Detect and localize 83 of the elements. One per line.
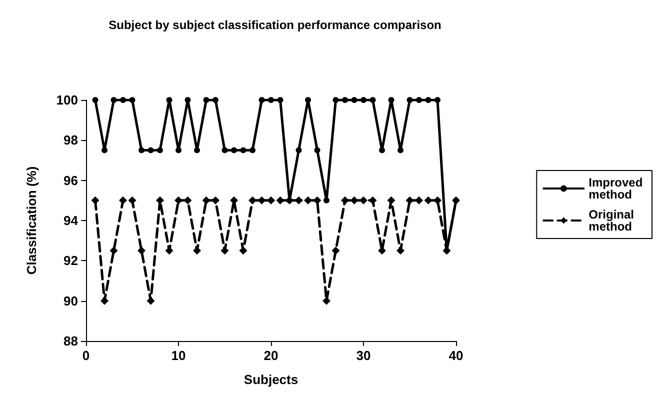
point xyxy=(156,196,164,204)
point xyxy=(203,97,210,103)
point xyxy=(415,196,423,204)
point xyxy=(341,196,349,204)
point xyxy=(157,147,163,154)
point xyxy=(240,147,246,154)
point xyxy=(388,97,394,103)
y-tick-label: 92 xyxy=(64,253,78,268)
y-tick-label: 98 xyxy=(64,132,78,148)
point xyxy=(276,196,284,204)
point xyxy=(184,196,192,204)
point xyxy=(324,197,330,204)
point xyxy=(258,196,266,204)
point xyxy=(387,196,396,204)
point xyxy=(332,97,339,103)
point xyxy=(332,246,340,255)
y-tick-label: 88 xyxy=(64,334,78,348)
point xyxy=(176,147,182,154)
point xyxy=(342,97,348,103)
y-tick-label: 94 xyxy=(64,213,79,228)
x-tick-label: 10 xyxy=(171,348,186,363)
point xyxy=(268,97,274,103)
point xyxy=(406,97,413,103)
point xyxy=(296,147,302,154)
point xyxy=(267,196,275,204)
point xyxy=(379,147,385,154)
point xyxy=(277,97,284,103)
point xyxy=(202,196,210,204)
point xyxy=(138,147,144,154)
point xyxy=(250,147,256,154)
point xyxy=(258,97,265,103)
point xyxy=(304,196,312,204)
point xyxy=(248,196,256,204)
point xyxy=(119,196,127,204)
x-tick-label: 30 xyxy=(356,348,371,363)
point xyxy=(120,97,126,103)
point xyxy=(194,147,200,154)
point xyxy=(129,97,136,103)
point xyxy=(92,97,98,103)
point xyxy=(174,196,182,204)
point xyxy=(360,196,368,204)
point xyxy=(166,97,172,103)
y-tick-label: 100 xyxy=(56,92,78,108)
point xyxy=(91,196,100,204)
point xyxy=(184,97,191,103)
point xyxy=(313,196,322,204)
point xyxy=(398,147,404,154)
x-tick-label: 40 xyxy=(448,348,464,363)
legend-label: Original method xyxy=(588,208,638,234)
point xyxy=(360,97,366,103)
point xyxy=(424,196,432,204)
point xyxy=(434,97,440,103)
point xyxy=(212,97,218,103)
point xyxy=(314,147,320,154)
point xyxy=(434,196,442,204)
chart-title: Subject by subject classification performance comparison xyxy=(108,18,442,32)
point xyxy=(128,196,136,204)
point xyxy=(351,97,358,103)
point xyxy=(368,196,377,204)
point xyxy=(222,147,228,154)
point xyxy=(110,246,118,255)
y-axis-title: Classification (%) xyxy=(24,166,39,275)
point xyxy=(148,147,154,154)
y-tick-label: 90 xyxy=(64,293,78,308)
point xyxy=(239,246,248,255)
point xyxy=(294,196,303,204)
point xyxy=(231,147,237,154)
point xyxy=(406,196,414,204)
x-axis-title: Subjects xyxy=(244,372,298,387)
point xyxy=(416,97,422,103)
x-tick-label: 0 xyxy=(82,348,90,363)
point xyxy=(138,246,146,255)
y-tick-label: 96 xyxy=(64,172,78,188)
point xyxy=(305,97,311,103)
point xyxy=(110,97,117,103)
point xyxy=(425,97,432,103)
point xyxy=(102,147,108,154)
point xyxy=(350,196,358,204)
point xyxy=(212,196,220,204)
point xyxy=(322,296,330,305)
legend-label: Improved method xyxy=(588,176,646,202)
point xyxy=(370,97,376,103)
x-tick-label: 20 xyxy=(264,348,278,363)
